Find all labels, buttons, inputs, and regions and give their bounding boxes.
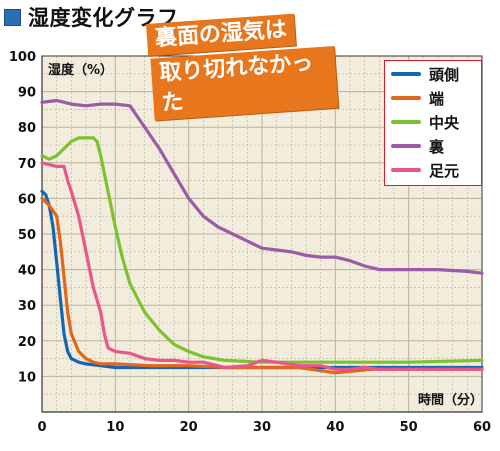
series-line-5 bbox=[40, 161, 484, 371]
legend-swatch bbox=[391, 120, 421, 124]
legend-item: 足元 bbox=[391, 159, 459, 181]
y-tick-label: 90 bbox=[18, 86, 36, 101]
x-tick-label: 60 bbox=[473, 420, 491, 435]
legend-swatch bbox=[391, 168, 421, 172]
y-tick-label: 100 bbox=[9, 50, 36, 65]
x-tick-label: 40 bbox=[326, 420, 344, 435]
x-tick-label: 10 bbox=[106, 420, 124, 435]
legend-label: 中央 bbox=[429, 113, 460, 132]
legend-item: 端 bbox=[391, 87, 444, 109]
x-tick-label: 50 bbox=[400, 420, 418, 435]
legend-label: 裏 bbox=[429, 137, 445, 156]
chart-legend: 頭側 端 中央 裏 足元 bbox=[384, 60, 482, 186]
callout-banner: 裏面の湿気は 取り切れなかった bbox=[146, 11, 339, 124]
series-line-4 bbox=[40, 98, 484, 275]
y-tick-label: 20 bbox=[18, 335, 36, 350]
legend-swatch bbox=[391, 72, 421, 76]
legend-item: 中央 bbox=[391, 111, 459, 133]
series-line-3 bbox=[40, 136, 484, 364]
y-axis-label: 湿度（%） bbox=[48, 62, 113, 78]
legend-item: 裏 bbox=[391, 135, 444, 157]
x-tick-label: 0 bbox=[37, 420, 46, 435]
x-tick-label: 30 bbox=[253, 420, 271, 435]
x-axis-label: 時間（分） bbox=[418, 392, 483, 408]
legend-label: 足元 bbox=[429, 161, 460, 180]
y-tick-label: 40 bbox=[18, 264, 36, 279]
legend-item: 頭側 bbox=[391, 63, 459, 85]
series-lines bbox=[40, 98, 484, 375]
y-tick-label: 50 bbox=[18, 228, 36, 243]
y-tick-label: 70 bbox=[18, 157, 36, 172]
axis-labels: 湿度（%） 時間（分） bbox=[48, 62, 483, 408]
series-line-2 bbox=[40, 196, 484, 375]
y-tick-label: 60 bbox=[18, 192, 36, 207]
legend-swatch bbox=[391, 96, 421, 100]
legend-label: 端 bbox=[429, 89, 445, 108]
legend-label: 頭側 bbox=[429, 65, 460, 84]
x-tick-label: 20 bbox=[180, 420, 198, 435]
y-tick-label: 80 bbox=[18, 121, 36, 136]
header-square-icon bbox=[4, 8, 21, 26]
legend-swatch bbox=[391, 144, 421, 148]
callout-line-2: 取り切れなかった bbox=[150, 45, 339, 121]
y-tick-label: 30 bbox=[18, 299, 36, 314]
y-tick-label: 10 bbox=[18, 370, 36, 385]
